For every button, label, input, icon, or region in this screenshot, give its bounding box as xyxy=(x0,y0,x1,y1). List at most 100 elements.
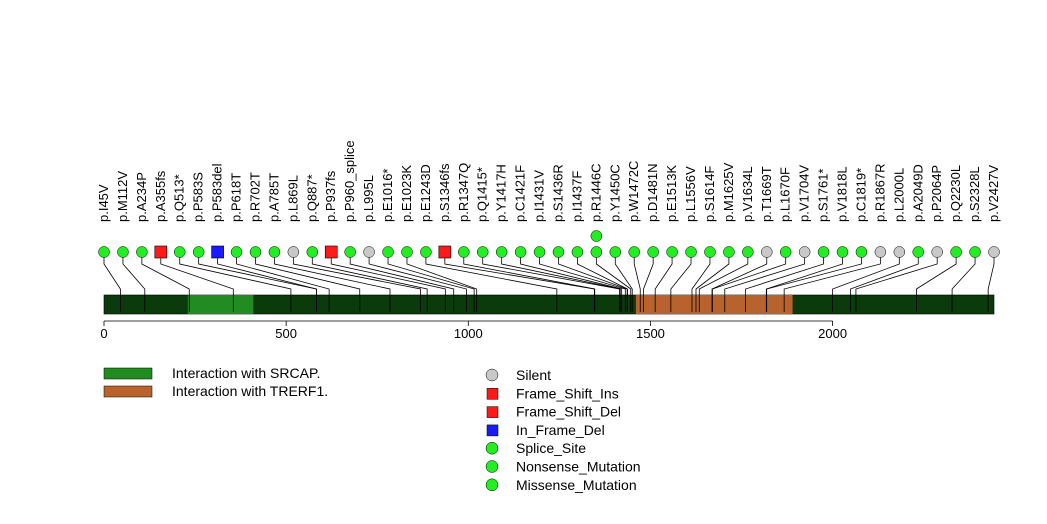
mutation-marker xyxy=(666,246,678,258)
mutation-label: p.V1704V xyxy=(797,165,812,222)
mutation-stem xyxy=(501,252,621,312)
mutation-marker xyxy=(874,246,887,258)
legend-domain-label: Interaction with TRERF1. xyxy=(172,383,328,399)
mutation-label: p.M1625V xyxy=(721,162,736,222)
mutation-stem xyxy=(643,252,654,312)
mutation-label: p.P960_splice xyxy=(342,140,357,222)
mutation-label: p.A785T xyxy=(266,173,281,222)
axis-tick-label: 1000 xyxy=(454,326,483,341)
mutation-label: p.E1243D xyxy=(418,164,433,222)
mutation-label: p.S2328L xyxy=(967,166,982,222)
mutation-marker xyxy=(344,246,356,258)
mutation-marker xyxy=(628,246,640,258)
mutation-label: p.L1670F xyxy=(778,167,793,222)
legend-mutation-swatch xyxy=(486,424,499,437)
mutation-label: p.D1481N xyxy=(645,163,660,222)
mutation-label: p.Q1415* xyxy=(475,167,490,222)
mutation-label: p.A355fs xyxy=(153,170,168,222)
mutation-label: p.I1437F xyxy=(569,171,584,222)
mutation-stem xyxy=(951,252,976,312)
mutation-stem xyxy=(724,252,806,312)
mutation-stem xyxy=(691,252,711,312)
mutation-label: p.Q513* xyxy=(172,174,187,222)
axis-tick-label: 1500 xyxy=(636,326,665,341)
mutation-stem xyxy=(766,252,862,312)
mutation-stem xyxy=(855,252,938,312)
mutation-marker xyxy=(571,246,584,258)
mutation-marker xyxy=(950,246,962,258)
mutation-label: p.M112V xyxy=(115,171,130,222)
mutation-label: p.S1346fs xyxy=(437,163,452,222)
mutation-label: p.R1867R xyxy=(872,163,887,222)
mutation-label: p.R1446C xyxy=(588,163,603,222)
domain-1 xyxy=(187,295,254,314)
mutation-label: p.Q2230L xyxy=(948,165,963,222)
mutation-label: p.A234P xyxy=(134,172,149,222)
mutation-label: p.S1436R xyxy=(550,164,565,222)
mutation-label: p.P583S xyxy=(191,172,206,222)
mutation-stem xyxy=(387,252,475,312)
mutation-stem xyxy=(633,252,641,312)
mutation-marker xyxy=(173,246,186,258)
mutation-label: p.A2049D xyxy=(910,164,925,222)
mutation-marker xyxy=(590,246,603,258)
mutation-marker xyxy=(855,246,868,258)
mutation-label: p.S1614F xyxy=(702,166,717,222)
mutation-marker xyxy=(117,246,129,258)
mutation-label: p.Q887* xyxy=(304,174,319,222)
mutation-stem xyxy=(654,252,673,312)
mutation-stem xyxy=(577,252,628,312)
mutation-label: p.P937fs xyxy=(323,170,338,222)
mutation-marker xyxy=(136,246,148,258)
mutation-label: p.E1513K xyxy=(664,165,679,222)
mutation-marker xyxy=(704,246,716,258)
mutation-marker xyxy=(476,246,489,258)
mutation-marker xyxy=(306,246,319,258)
mutation-label: p.L2000L xyxy=(891,168,906,222)
mutation-stem xyxy=(987,252,995,312)
domain-2 xyxy=(635,295,793,314)
mutation-stem xyxy=(850,252,919,312)
mutation-stem xyxy=(916,252,957,312)
legend-mutation-label: Splice_Site xyxy=(516,440,586,456)
mutation-marker xyxy=(192,246,205,258)
mutation-stem xyxy=(368,252,467,312)
mutation-marker xyxy=(363,246,375,258)
mutation-label: p.R1347Q xyxy=(456,163,471,222)
mutation-marker xyxy=(893,246,906,258)
mutation-label: p.V2427V xyxy=(986,165,1001,222)
mutation-stem xyxy=(695,252,730,312)
legend-mutation-swatch xyxy=(486,388,499,400)
legend-domain-swatch xyxy=(103,367,153,380)
mutation-stem xyxy=(406,252,478,312)
mutation-label: p.P2064P xyxy=(929,165,944,222)
mutation-label: p.T1669T xyxy=(759,166,774,222)
mutation-marker xyxy=(514,246,527,258)
mutation-label: p.V1818L xyxy=(835,166,850,222)
mutation-label: p.Y1417H xyxy=(494,164,509,222)
mutation-marker xyxy=(324,245,338,259)
legend-mutation-label: Frame_Shift_Ins xyxy=(516,385,619,401)
mutation-marker xyxy=(685,246,697,258)
mutation-marker xyxy=(647,246,659,258)
mutation-marker xyxy=(495,246,508,258)
mutation-stem xyxy=(832,252,900,312)
legend-mutation-swatch xyxy=(485,478,499,492)
mutation-marker xyxy=(742,246,754,258)
axis-tick-label: 500 xyxy=(275,326,297,341)
mutation-marker xyxy=(382,246,394,258)
mutation-stem xyxy=(274,252,391,312)
legend-mutation-label: Silent xyxy=(516,367,551,383)
mutation-label: p.E1016* xyxy=(380,169,395,223)
mutation-marker xyxy=(420,246,432,258)
mutation-stem xyxy=(614,252,633,312)
mutation-marker xyxy=(533,246,546,258)
mutation-label: p.P618T xyxy=(229,173,244,222)
mutation-marker xyxy=(817,246,830,258)
mutation-stem xyxy=(236,252,330,312)
mutation-label: p.S1761* xyxy=(816,169,831,223)
mutation-marker xyxy=(779,246,792,258)
mutation-stem xyxy=(122,252,146,312)
mutation-marker xyxy=(931,246,943,258)
mutation-stem xyxy=(255,252,361,312)
